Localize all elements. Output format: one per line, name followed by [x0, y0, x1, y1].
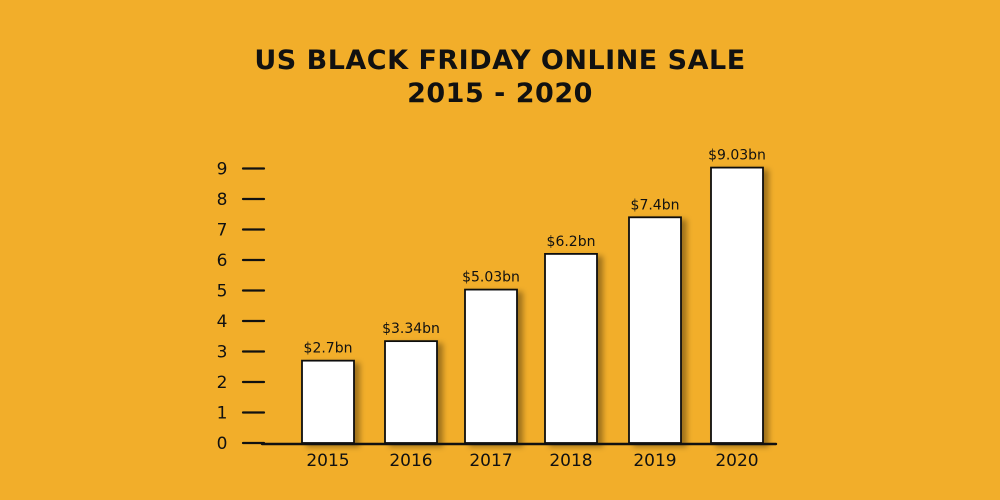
bar-2015	[301, 359, 355, 444]
y-tick-label: 1	[217, 404, 228, 424]
x-axis: 2015 2016 2017 2018 2019 2020	[260, 442, 778, 471]
y-tick-label: 7	[217, 221, 228, 241]
chart-subtitle: 2015 - 2020	[407, 78, 593, 109]
y-tick-label: 3	[217, 343, 228, 363]
y-axis: 0 1 2 3 4 5 6 7 8 9	[217, 160, 266, 454]
data-label-2019: $7.4bn	[631, 197, 680, 213]
x-tick-label: 2020	[715, 451, 758, 471]
x-tick-label: 2017	[469, 451, 512, 471]
y-tick-label: 0	[217, 434, 228, 454]
y-tick-label: 8	[217, 190, 228, 210]
data-label-2016: $3.34bn	[382, 321, 440, 337]
data-label-2017: $5.03bn	[462, 270, 520, 286]
x-tick-label: 2018	[549, 451, 592, 471]
data-label-2018: $6.2bn	[547, 234, 596, 250]
data-label-2020: $9.03bn	[708, 148, 766, 164]
x-tick-label: 2016	[389, 451, 432, 471]
data-label-2015: $2.7bn	[304, 341, 353, 357]
bar-2017	[464, 288, 518, 444]
bar-2018	[544, 252, 598, 444]
y-tick-label: 6	[217, 251, 228, 271]
x-tick-label: 2019	[633, 451, 676, 471]
x-tick-label: 2015	[306, 451, 349, 471]
y-tick-label: 5	[217, 282, 228, 302]
bar-2020	[710, 166, 764, 444]
chart-title-block: US BLACK FRIDAY ONLINE SALE 2015 - 2020	[0, 44, 1000, 110]
y-tick-label: 2	[217, 373, 228, 393]
y-tick-label: 4	[217, 312, 228, 332]
chart-title: US BLACK FRIDAY ONLINE SALE	[254, 45, 746, 76]
bars-group: $2.7bn $3.34bn $5.03bn $6.2bn $7.4bn $9.03bn	[301, 148, 766, 444]
bar-2019	[628, 216, 682, 444]
bar-2016	[384, 340, 438, 444]
y-tick-label: 9	[217, 160, 228, 180]
